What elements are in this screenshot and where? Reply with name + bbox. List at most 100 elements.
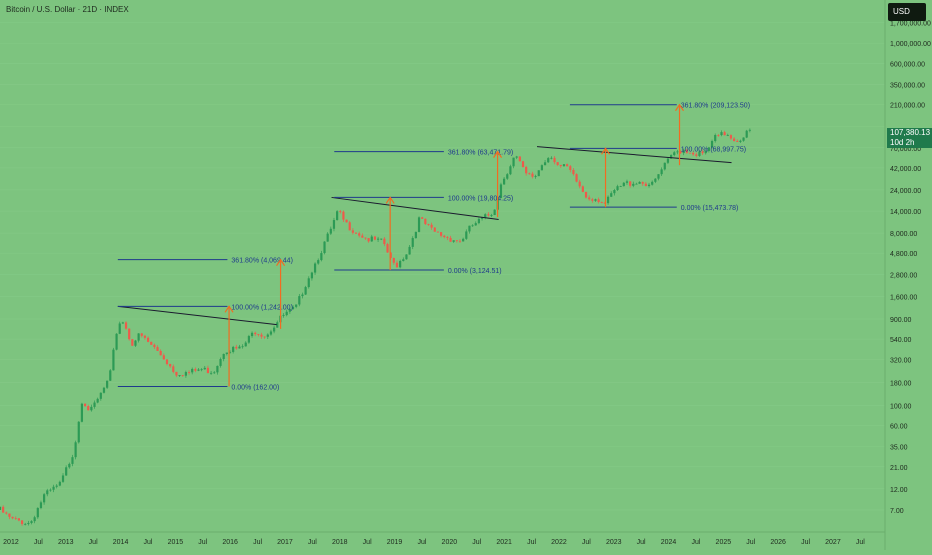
arrow-head [601, 147, 611, 155]
candle-body [578, 181, 581, 187]
y-tick-label: 14,000.00 [890, 209, 921, 216]
candle-body [200, 369, 203, 371]
x-tick-label: Jul [746, 539, 755, 546]
candle-body [685, 149, 688, 153]
candle [673, 151, 676, 157]
candle [449, 235, 452, 242]
candle-body [679, 151, 682, 154]
candle [726, 133, 729, 137]
candle [742, 137, 745, 142]
candle-body [644, 183, 647, 187]
candle [468, 225, 471, 234]
candle-body [213, 372, 216, 374]
candle-body [61, 475, 65, 482]
candle [266, 333, 269, 340]
candle-body [206, 367, 210, 374]
candle-body [443, 235, 446, 238]
candle-body [720, 132, 723, 136]
candle [698, 150, 701, 157]
trend-line[interactable] [536, 146, 732, 164]
candle [417, 216, 421, 233]
candle [282, 313, 285, 318]
x-tick-label: 2012 [3, 539, 19, 546]
candle-body [269, 331, 273, 335]
candle-body [613, 190, 616, 194]
candle-body [625, 181, 629, 183]
candle [159, 349, 162, 356]
candle [169, 363, 172, 369]
candle-body [465, 231, 468, 239]
candle [326, 232, 329, 242]
candle-body [408, 246, 411, 255]
candle [493, 209, 496, 216]
candle [298, 293, 301, 307]
candle [320, 250, 323, 262]
candle [543, 160, 547, 166]
currency-button[interactable]: USD [888, 3, 926, 21]
candle-body [329, 228, 332, 234]
candle [710, 139, 714, 149]
candle-body [606, 196, 610, 204]
candle-body [250, 332, 254, 337]
candle-body [638, 181, 641, 184]
candle [547, 157, 550, 163]
candle [361, 233, 364, 238]
candle [90, 404, 93, 412]
candle-body [20, 520, 24, 525]
candle [291, 305, 295, 310]
candle [153, 343, 156, 350]
x-tick-label: Jul [143, 539, 152, 546]
candle-body [405, 254, 408, 260]
candle [528, 172, 531, 175]
trend-line[interactable] [331, 196, 499, 220]
candle [704, 149, 707, 155]
x-tick-label: 2025 [716, 539, 732, 546]
trend-line[interactable] [117, 305, 277, 326]
candle [354, 232, 358, 235]
candle-body [106, 380, 109, 388]
fib-level-label: 100.00% (1,242.00) [231, 304, 293, 311]
candle-body [376, 238, 380, 240]
candle [5, 511, 8, 515]
candle [17, 518, 21, 522]
candle-body [301, 294, 304, 297]
candle [68, 462, 71, 469]
candle-body [521, 161, 525, 167]
candle [285, 309, 288, 317]
candle [339, 209, 342, 214]
candle [273, 325, 276, 334]
candle-body [184, 372, 187, 376]
candle [584, 191, 588, 199]
candle-body [304, 287, 307, 295]
candle [506, 173, 509, 180]
candle [616, 184, 619, 192]
candle [405, 254, 408, 260]
candle [187, 370, 191, 375]
candle-body [550, 157, 553, 159]
candle-body [503, 178, 506, 185]
candle-body [399, 260, 402, 268]
candle [228, 350, 232, 354]
candle [93, 400, 96, 409]
last-price-value: 107,380.13 [890, 128, 931, 137]
candle [8, 513, 11, 520]
candle-body [232, 346, 235, 352]
candle [165, 359, 169, 366]
candle [610, 191, 613, 198]
candle-body [351, 230, 354, 233]
candle-body [528, 173, 531, 175]
candle [436, 231, 440, 233]
fib-level-label: 0.00% (162.00) [231, 384, 279, 391]
candle-body [87, 406, 90, 411]
candle-body [692, 152, 695, 155]
candle-body [663, 162, 666, 170]
candle [143, 334, 147, 340]
candle [521, 160, 525, 168]
candle [588, 195, 591, 201]
x-tick-label: 2017 [277, 539, 293, 546]
candle [458, 239, 462, 244]
candle-body [367, 238, 370, 242]
candle [733, 137, 736, 142]
